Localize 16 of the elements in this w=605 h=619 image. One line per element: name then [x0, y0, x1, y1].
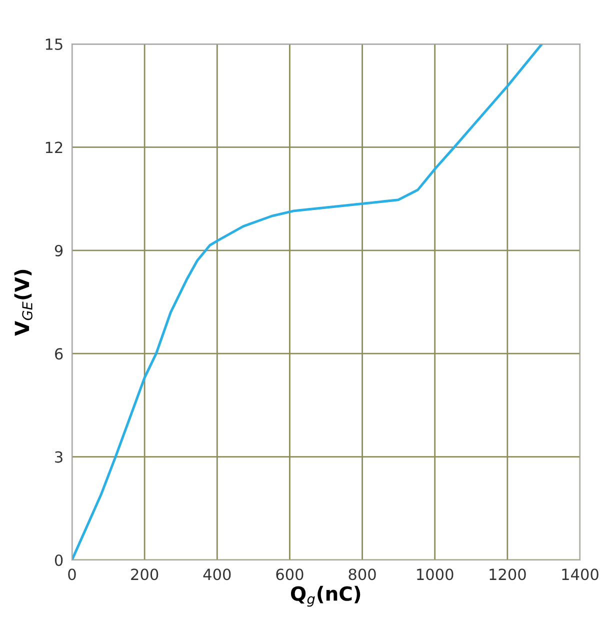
- y-axis-title: V$_{GE}$(V): [14, 270, 32, 336]
- y-tick-label: 9: [54, 244, 63, 256]
- x-tick-label: 0: [68, 568, 76, 580]
- x-tick-label: 1200: [490, 568, 526, 580]
- x-tick-label: 800: [348, 568, 376, 580]
- y-tick-label: 3: [55, 451, 62, 463]
- y-tick-label: 15: [46, 38, 62, 50]
- x-tick-label: 1400: [562, 568, 598, 580]
- y-tick-label: 12: [46, 142, 62, 154]
- y-tick-label: 0: [54, 554, 63, 566]
- x-tick-label: 400: [203, 568, 231, 580]
- x-tick-label: 200: [131, 568, 158, 580]
- x-tick-label: 1000: [417, 568, 454, 580]
- x-axis-title: Q$_{g}$(nC): [290, 586, 360, 607]
- y-tick-label: 6: [55, 348, 63, 360]
- x-tick-label: 600: [276, 568, 304, 580]
